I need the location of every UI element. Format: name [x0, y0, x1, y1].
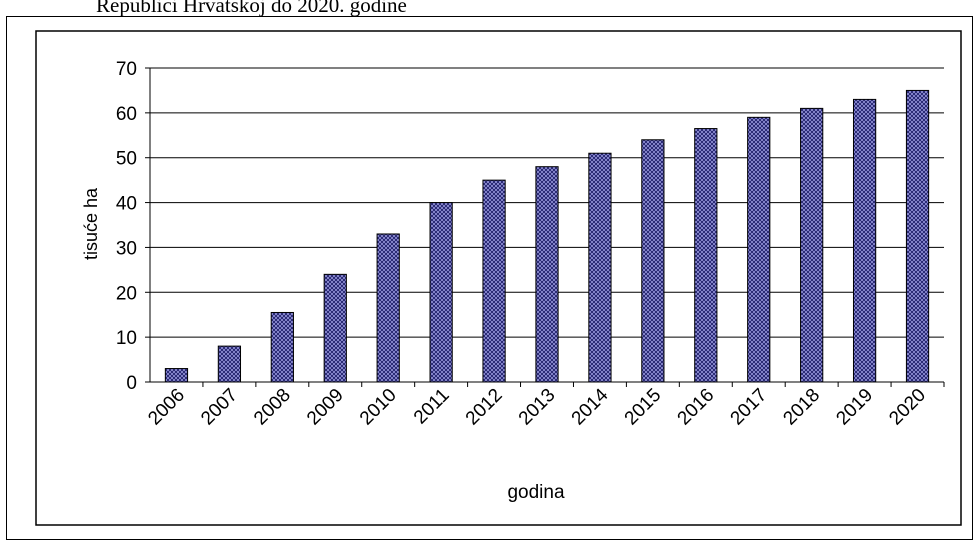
bar-2008 [270, 311, 294, 383]
bar-2020 [905, 89, 930, 383]
bar-2012 [482, 179, 506, 383]
bar-2016 [694, 128, 718, 383]
bar-2011 [429, 202, 453, 383]
bar-2018 [800, 107, 824, 383]
x-tick-label: 2007 [197, 385, 242, 430]
bar-2013 [535, 166, 559, 383]
x-tick-label: 2013 [515, 385, 560, 430]
outer-frame [6, 16, 973, 540]
bar-2014 [588, 152, 612, 383]
y-tick-label: 30 [116, 238, 137, 259]
x-tick-label: 2006 [144, 385, 189, 430]
y-tick-label: 0 [126, 373, 137, 394]
x-tick-label: 2016 [674, 385, 719, 430]
y-tick-label: 70 [116, 59, 137, 80]
x-tick-label: 2017 [727, 385, 772, 430]
bar-2006 [164, 368, 189, 383]
x-axis-label: godina [507, 482, 564, 503]
axes [145, 67, 945, 387]
y-axis-label: tisuće ha [81, 187, 101, 260]
x-tick-label: 2019 [832, 385, 877, 430]
y-tick-label: 40 [116, 194, 137, 215]
bars [164, 89, 930, 383]
bar-2015 [641, 139, 665, 383]
y-tick-label: 50 [116, 149, 137, 170]
y-tick-label: 10 [116, 328, 137, 349]
x-tick-label: 2009 [303, 385, 348, 430]
bar-2010 [376, 233, 400, 383]
chart-border [35, 30, 962, 526]
x-tick-label: 2015 [621, 385, 666, 430]
y-tick-label: 20 [116, 283, 137, 304]
chart-caption: Republici Hrvatskoj do 2020. godine [96, 0, 407, 17]
x-tick-label: 2010 [356, 385, 401, 430]
bar-2019 [852, 98, 877, 383]
x-tick-label: 2011 [410, 385, 454, 429]
bar-2007 [217, 345, 242, 383]
x-tick-label: 2014 [568, 384, 613, 429]
y-tick-label: 60 [116, 104, 137, 125]
x-tick-label: 2018 [779, 385, 824, 430]
bar-2017 [747, 116, 771, 383]
bar-2009 [323, 273, 347, 383]
x-tick-label: 2020 [885, 385, 930, 430]
x-tick-label: 2008 [250, 385, 295, 430]
x-tick-label: 2012 [462, 385, 507, 430]
